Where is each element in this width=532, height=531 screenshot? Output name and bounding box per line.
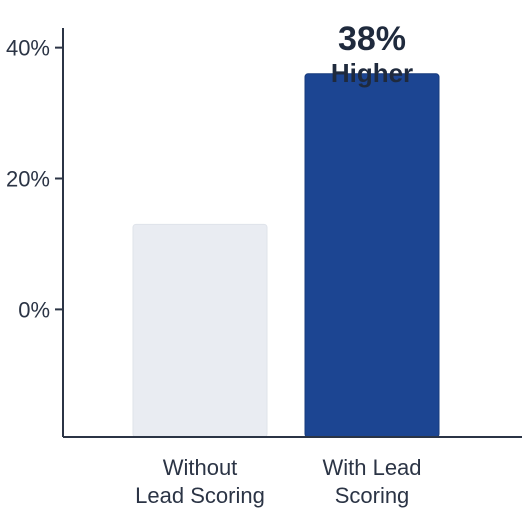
x-category-label: With Lead Scoring xyxy=(322,455,421,508)
x-category-label-line: Without xyxy=(163,455,238,480)
x-axis-labels: Without Lead Scoring With Lead Scoring xyxy=(135,455,421,508)
bar xyxy=(304,73,440,438)
axes xyxy=(62,28,522,438)
bars xyxy=(132,73,440,438)
x-category-label-line: Scoring xyxy=(335,483,410,508)
y-tick-label: 40% xyxy=(6,36,50,61)
y-axis-ticks: 40% 20% 0% xyxy=(6,36,63,322)
bar-annotation: 38%Higher xyxy=(331,20,413,88)
x-category-label-line: With Lead xyxy=(322,455,421,480)
annotation-value: 38% xyxy=(338,20,406,58)
annotation-label: Higher xyxy=(331,58,413,88)
x-category-label-line: Lead Scoring xyxy=(135,483,265,508)
y-tick-label: 20% xyxy=(6,167,50,192)
y-tick-label: 0% xyxy=(18,297,50,322)
x-category-label: Without Lead Scoring xyxy=(135,455,265,508)
bar xyxy=(132,223,268,438)
